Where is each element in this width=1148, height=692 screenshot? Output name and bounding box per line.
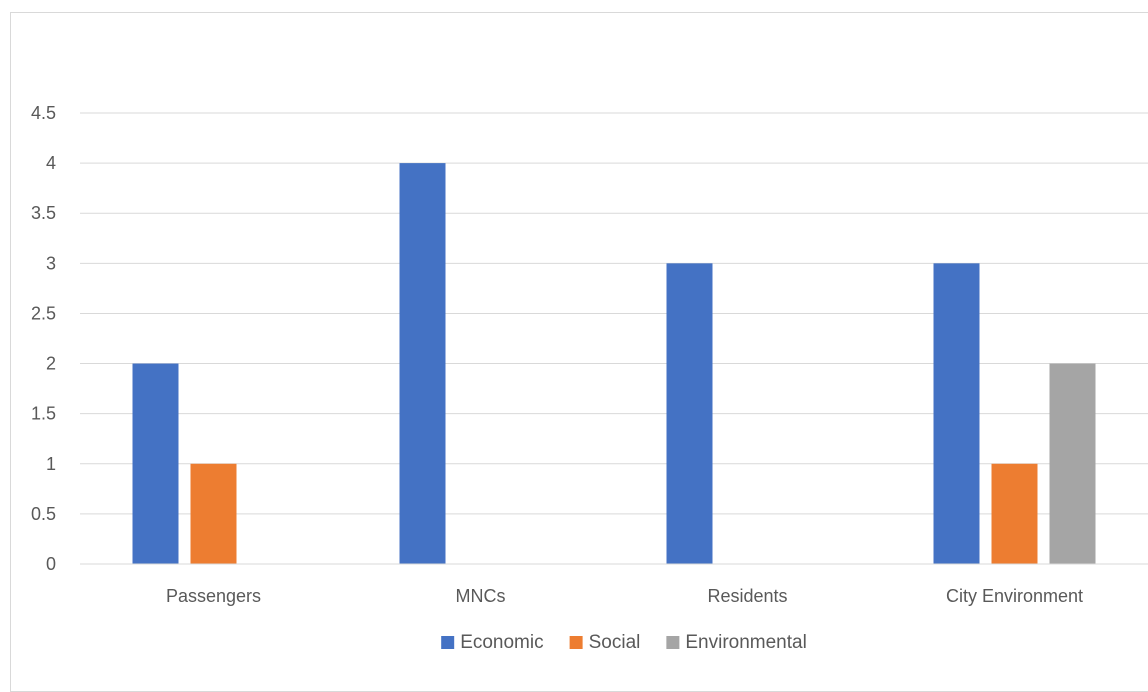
bar-social-passengers bbox=[190, 463, 237, 564]
y-tick-label: 1 bbox=[46, 454, 56, 474]
y-tick-label: 4 bbox=[46, 153, 56, 173]
legend-item-environmental: Environmental bbox=[666, 632, 807, 653]
y-tick-label: 2 bbox=[46, 354, 56, 374]
legend-label: Social bbox=[589, 632, 641, 653]
gridlines bbox=[80, 112, 1148, 515]
x-tick-label: MNCs bbox=[456, 586, 506, 606]
bar-economic-passengers bbox=[132, 363, 179, 564]
y-tick-label: 2.5 bbox=[31, 303, 56, 323]
bar-chart: 0 0.5 1 1.5 2 2.5 3 3.5 4 4.5 Passengers MNCs Resid… bbox=[31, 103, 1148, 653]
bar-economic-mncs bbox=[399, 163, 446, 564]
bar-economic-city-environment bbox=[933, 263, 980, 564]
legend-swatch bbox=[441, 636, 455, 649]
legend: Economic Social Environmental bbox=[441, 632, 807, 653]
bar-environmental-city-environment bbox=[1049, 363, 1096, 564]
x-axis-ticks: Passengers MNCs Residents City Environment bbox=[166, 586, 1083, 606]
legend-label: Environmental bbox=[685, 632, 806, 653]
y-tick-label: 4.5 bbox=[31, 103, 56, 123]
legend-swatch bbox=[569, 636, 583, 649]
bar-economic-residents bbox=[666, 263, 713, 564]
y-axis-ticks: 0 0.5 1 1.5 2 2.5 3 3.5 4 4.5 bbox=[31, 103, 56, 574]
x-tick-label: City Environment bbox=[946, 586, 1083, 606]
y-tick-label: 0 bbox=[46, 554, 56, 574]
y-tick-label: 1.5 bbox=[31, 404, 56, 424]
legend-label: Economic bbox=[460, 632, 543, 653]
x-tick-label: Passengers bbox=[166, 586, 261, 606]
y-tick-label: 3.5 bbox=[31, 203, 56, 223]
bars bbox=[132, 163, 1096, 564]
y-tick-label: 3 bbox=[46, 253, 56, 273]
legend-item-economic: Economic bbox=[441, 632, 544, 653]
x-tick-label: Residents bbox=[707, 586, 787, 606]
y-tick-label: 0.5 bbox=[31, 504, 56, 524]
legend-swatch bbox=[666, 636, 680, 649]
legend-item-social: Social bbox=[569, 632, 641, 653]
bar-social-city-environment bbox=[991, 463, 1038, 564]
